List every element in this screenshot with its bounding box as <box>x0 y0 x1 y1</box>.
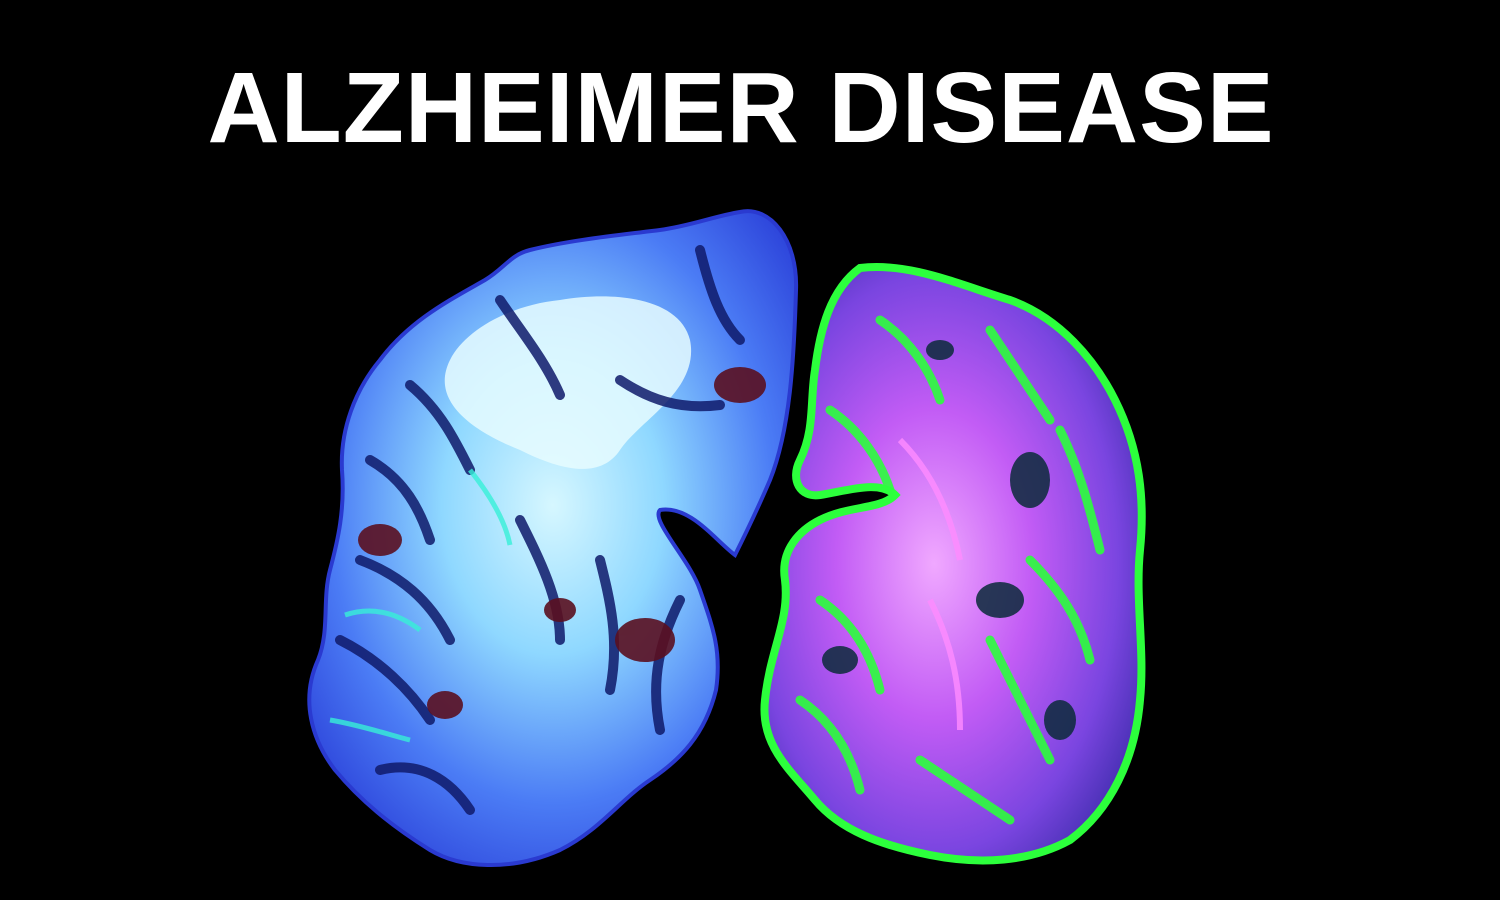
left-hemisphere <box>307 209 799 867</box>
right-hemisphere <box>760 263 1146 865</box>
page-title: ALZHEIMER DISEASE <box>207 52 1275 164</box>
